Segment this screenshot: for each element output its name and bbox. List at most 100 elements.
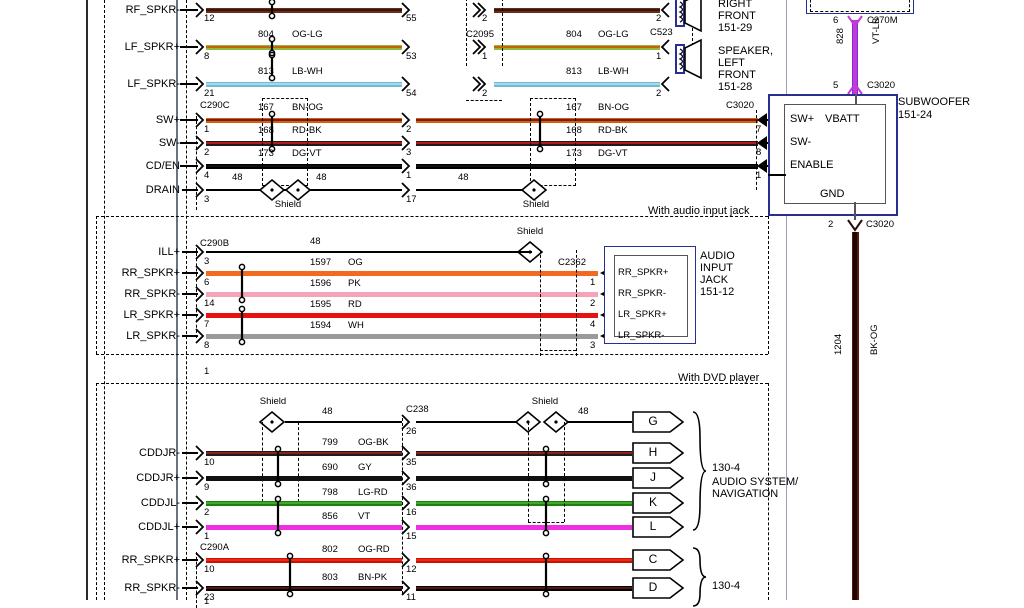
- circuit-cddjl-plus: 856: [322, 511, 338, 522]
- wire-stripe-bottom: [416, 561, 632, 563]
- gnd-stem: [854, 202, 857, 220]
- pin-number-cddjr-plus: 9: [204, 482, 210, 493]
- terminal-flag-C: [632, 549, 685, 571]
- terminal-flag-C-label: C: [648, 552, 658, 566]
- pin-number-lr-spkr-plus: 7: [204, 319, 210, 330]
- c238-dash: [402, 418, 403, 594]
- terminal-flag-J: [632, 467, 685, 489]
- pin-number-cddjr-minus: 10: [204, 457, 215, 468]
- wire-stripe-bottom: [206, 144, 402, 146]
- wire-core: [206, 500, 402, 506]
- wire-stripe-bottom: [206, 121, 402, 123]
- wire-798-left: [206, 500, 402, 506]
- wire-core: [416, 557, 632, 563]
- circuit-828: 828: [835, 28, 846, 44]
- wire-core: [206, 7, 402, 13]
- subwoofer-ref-inner-dash: [810, 0, 910, 12]
- connector-lr-spkr-minus: [195, 328, 205, 344]
- pin-number-lr-spkr-minus: 8: [204, 340, 210, 351]
- audio-section-dash-left: [96, 216, 97, 354]
- connector-mid-rr-spkr-minus-a: [401, 580, 411, 596]
- pin-number-56: 56: [406, 0, 417, 2]
- wire-core: [416, 524, 632, 530]
- wire-stripe-left: [851, 232, 853, 600]
- dvd-shield-dash-right-b: [564, 422, 565, 522]
- wire-798-right: [416, 500, 632, 506]
- shield-box-top-right: [530, 98, 576, 186]
- wire-stripe-top: [206, 44, 402, 46]
- pin-number-jack-rr-spkr-minus: 2: [590, 298, 596, 309]
- color-dg-og-left: DG-OG: [292, 0, 324, 4]
- pin-label-lr-spkr-plus: LR_SPKR+: [123, 309, 180, 321]
- audio-section-dash-top: [96, 216, 768, 217]
- speaker-icon-right-front: [675, 0, 702, 33]
- splice-dvd-1: [274, 445, 282, 488]
- wire-stripe-bottom: [494, 11, 660, 13]
- pin-number-sw-plus-mid: 2: [406, 124, 412, 135]
- wire-803-right: [416, 585, 632, 591]
- splice-audio-2: [238, 305, 246, 346]
- jack-pin-label-lr-spkr-plus: LR_SPKR+: [618, 309, 667, 320]
- brace-audio-navigation: [692, 411, 707, 531]
- pin-number-partial-1: 1: [204, 366, 210, 377]
- page-border-left: [86, 0, 88, 600]
- wire-168-right: [416, 140, 758, 146]
- circuit-drain-48c: 48: [458, 172, 469, 183]
- wire-stripe-top: [416, 557, 632, 559]
- lead-lf-spkr-minus: [180, 83, 198, 85]
- c2362-dash-right: [576, 250, 577, 356]
- pin-number-sw-plus-left: 1: [204, 124, 210, 135]
- pin-label-lf-spkr-minus: LF_SPKR-: [127, 78, 180, 90]
- wire-173-left: [206, 163, 402, 169]
- color-vt-lb: VT-LB: [871, 17, 882, 44]
- wire-stripe-top: [494, 7, 660, 9]
- connector-rr-spkr-plus: [195, 265, 205, 281]
- wire-core: [494, 44, 660, 50]
- pin-label-cddjr-minus: CDDJR-: [139, 447, 180, 459]
- wire-core: [206, 117, 402, 123]
- connector-sw-minus: [195, 135, 205, 151]
- subwoofer-module-ref: 151-24: [898, 109, 933, 121]
- pin-number-drain-mid: 17: [406, 194, 417, 205]
- pin-arrow-c3020-gnd: [847, 219, 863, 232]
- pin-number-11: 11: [204, 0, 214, 2]
- pin-number-jack-lr-spkr-plus: 4: [590, 319, 596, 330]
- connector-rr-spkr-plus-a: [195, 552, 205, 568]
- pin-number-6: 6: [833, 15, 839, 26]
- lead-drain: [182, 189, 198, 191]
- circuit-drain-48a: 48: [232, 172, 243, 183]
- section-label-dvd-player: With DVD player: [678, 372, 760, 384]
- circuit-sw-minus-left: 168: [258, 125, 274, 136]
- wire-stripe-top: [206, 140, 402, 142]
- color-sw-plus-right: BN-OG: [598, 102, 630, 113]
- color-rr-spkr-minus: PK: [348, 278, 361, 289]
- wire-dvd-drain-left: [285, 420, 402, 424]
- color-lr-spkr-plus: RD: [348, 299, 362, 310]
- dvd-shield-dash-right-bot: [528, 522, 564, 523]
- wire-stripe-bottom: [206, 167, 402, 169]
- wire-ill-plus-b: [506, 250, 532, 254]
- c2095-dash-bot: [466, 100, 502, 101]
- wire-stripe-top: [416, 500, 632, 502]
- c2362-dash-left: [540, 250, 541, 356]
- pin-arrow-c270m: [847, 15, 863, 28]
- c290c-dash: [196, 116, 197, 210]
- color-sw-minus-left: RD-BK: [292, 125, 322, 136]
- wire-1204-bk-og: [851, 232, 859, 600]
- pin-number-2-gnd: 2: [828, 219, 834, 230]
- wire-core: [206, 312, 598, 318]
- lead-rr-spkr-minus: [182, 293, 198, 295]
- color-lb-wh-right: LB-WH: [598, 66, 629, 77]
- dvd-shield-dash-right-a: [528, 422, 529, 522]
- wire-stripe-top: [206, 557, 402, 559]
- connector-label-c290b: C290B: [200, 238, 230, 249]
- pin-number-mid-cddjr-plus: 36: [406, 482, 417, 493]
- color-cd-en-right: DG-VT: [598, 148, 628, 159]
- connector-label-c238: C238: [406, 404, 429, 415]
- wire-core: [206, 81, 402, 87]
- wire-core: [206, 333, 598, 339]
- pin-label-lr-spkr-minus: LR_SPKR-: [126, 330, 180, 342]
- wire-core: [206, 475, 402, 481]
- wire-dvd-drain-right: [568, 420, 632, 424]
- wire-stripe-bottom: [494, 85, 660, 87]
